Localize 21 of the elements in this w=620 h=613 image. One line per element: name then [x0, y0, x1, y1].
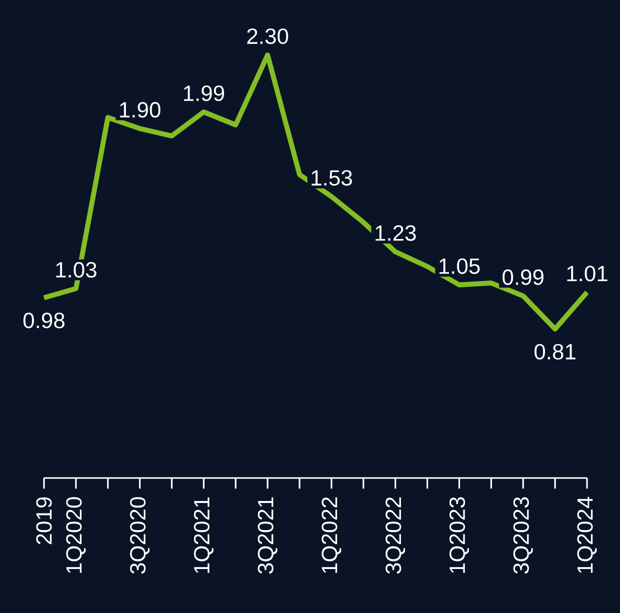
data-label: 1.03 — [56, 262, 96, 278]
data-label: 1.01 — [567, 266, 608, 282]
x-tick-label: 3Q2023 — [513, 497, 533, 574]
data-label: 1.99 — [184, 85, 224, 102]
data-label: 1.90 — [120, 102, 160, 118]
data-label: 0.98 — [23, 312, 64, 328]
x-tick-label: 1Q2023 — [449, 497, 470, 573]
x-tick-label: 1Q2020 — [66, 497, 86, 573]
data-label: 0.99 — [502, 269, 544, 285]
x-tick-label: 3Q2020 — [130, 497, 150, 574]
x-tick-label: 3Q2022 — [386, 497, 406, 574]
x-tick-label: 3Q2021 — [258, 497, 278, 574]
data-label: 1.23 — [376, 225, 416, 241]
data-label: 1.53 — [312, 170, 352, 186]
data-label: 0.81 — [534, 344, 576, 360]
data-label: 2.30 — [247, 28, 288, 44]
x-tick-label: 1Q2022 — [322, 497, 342, 573]
x-tick-label: 2019 — [36, 497, 52, 544]
x-tick-label: 1Q2021 — [194, 497, 214, 573]
data-label: 1.05 — [440, 258, 480, 274]
x-tick-label: 1Q2024 — [577, 496, 597, 573]
